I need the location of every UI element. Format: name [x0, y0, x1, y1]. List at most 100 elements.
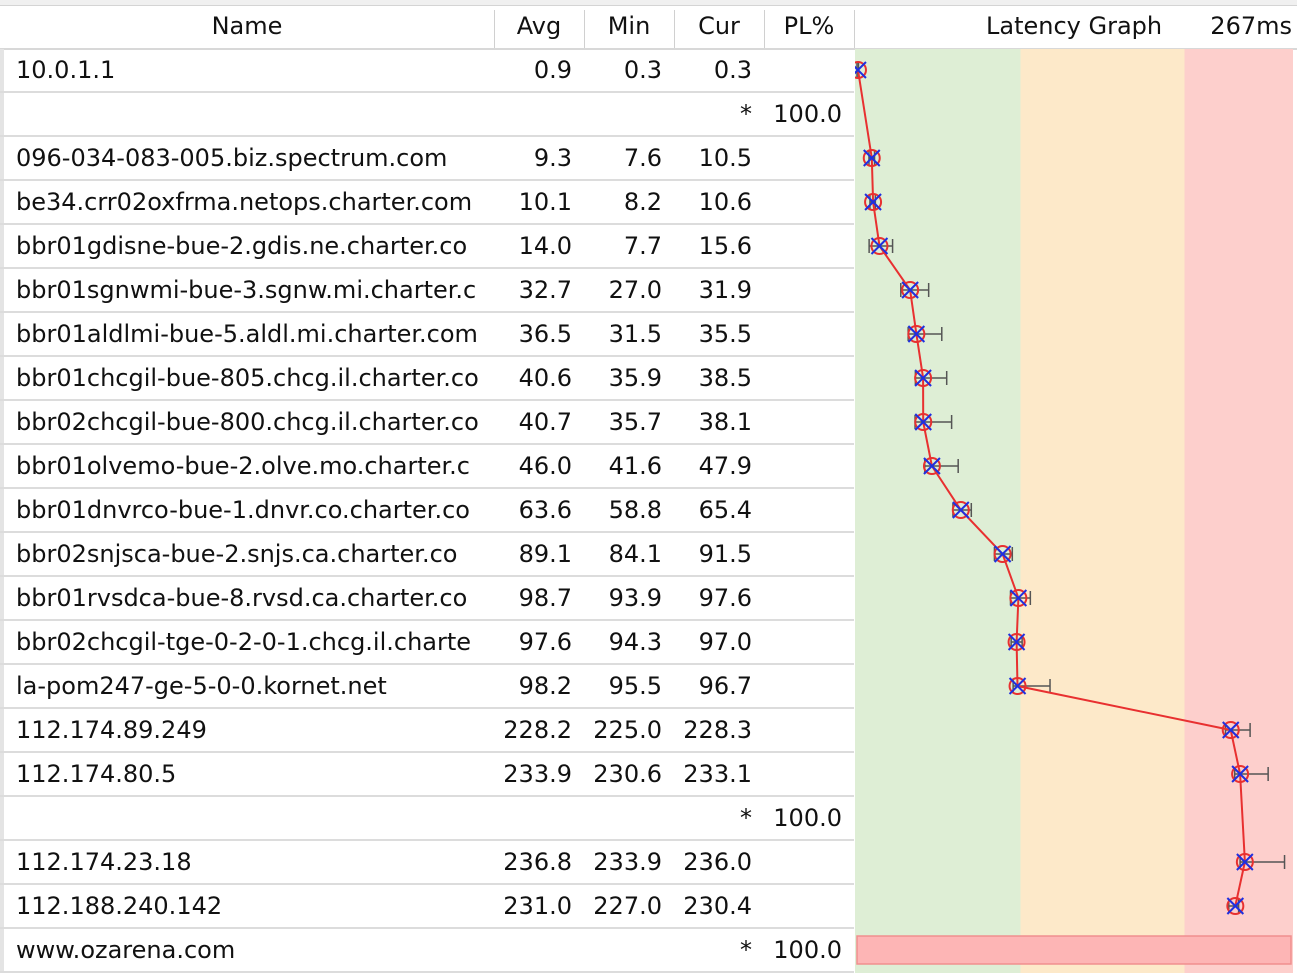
- hop-min: 233.9: [584, 841, 662, 883]
- hop-row[interactable]: bbr02chcgil-bue-800.chcg.il.charter.co 40…: [0, 401, 854, 445]
- hop-row[interactable]: www.ozarena.com * 100.0: [0, 929, 854, 973]
- hop-row[interactable]: * 100.0: [0, 93, 854, 137]
- hop-row[interactable]: bbr01aldlmi-bue-5.aldl.mi.charter.com 36.…: [0, 313, 854, 357]
- hop-row[interactable]: 112.174.80.5 233.9 230.6 233.1: [0, 753, 854, 797]
- hop-loss: [764, 137, 842, 179]
- hop-name: bbr01rvsdca-bue-8.rvsd.ca.charter.co: [16, 577, 486, 619]
- hop-avg: 9.3: [494, 137, 572, 179]
- hop-avg: 46.0: [494, 445, 572, 487]
- hop-cur: 228.3: [674, 709, 752, 751]
- hop-cur: *: [674, 929, 752, 971]
- hop-name: [16, 797, 486, 839]
- hop-min: 35.9: [584, 357, 662, 399]
- hop-cur: 97.0: [674, 621, 752, 663]
- hop-min: 7.7: [584, 225, 662, 267]
- header-latency-graph[interactable]: Latency Graph: [986, 6, 1166, 48]
- hop-min: 0.3: [584, 49, 662, 91]
- hop-cur: 96.7: [674, 665, 752, 707]
- hop-loss: 100.0: [764, 929, 842, 971]
- hop-min: 31.5: [584, 313, 662, 355]
- hop-loss: 100.0: [764, 93, 842, 135]
- hop-name: bbr01olvemo-bue-2.olve.mo.charter.c: [16, 445, 486, 487]
- hop-name: www.ozarena.com: [16, 929, 486, 971]
- hop-cur: 91.5: [674, 533, 752, 575]
- column-header: Name Avg Min Cur PL% Latency Graph 267ms: [0, 6, 1297, 50]
- hop-min: 7.6: [584, 137, 662, 179]
- hop-row[interactable]: bbr01rvsdca-bue-8.rvsd.ca.charter.co 98.7…: [0, 577, 854, 621]
- hop-name: bbr01aldlmi-bue-5.aldl.mi.charter.com: [16, 313, 486, 355]
- hop-cur: 97.6: [674, 577, 752, 619]
- header-scale: 267ms: [1200, 6, 1292, 48]
- hop-table: 10.0.1.1 0.9 0.3 0.3 * 100.0 096-034-083-005.b…: [0, 49, 854, 973]
- hop-name: 112.174.23.18: [16, 841, 486, 883]
- hop-min: 94.3: [584, 621, 662, 663]
- hop-avg: 98.7: [494, 577, 572, 619]
- hop-row[interactable]: * 100.0: [0, 797, 854, 841]
- hop-row[interactable]: 096-034-083-005.biz.spectrum.com 9.3 7.6 10…: [0, 137, 854, 181]
- hop-row[interactable]: 112.174.89.249 228.2 225.0 228.3: [0, 709, 854, 753]
- hop-avg: 40.7: [494, 401, 572, 443]
- hop-name: bbr01chcgil-bue-805.chcg.il.charter.co: [16, 357, 486, 399]
- hop-row[interactable]: bbr01chcgil-bue-805.chcg.il.charter.co 40…: [0, 357, 854, 401]
- hop-row[interactable]: be34.crr02oxfrma.netops.charter.com 10.1 8…: [0, 181, 854, 225]
- hop-avg: 228.2: [494, 709, 572, 751]
- hop-min: 230.6: [584, 753, 662, 795]
- hop-avg: 32.7: [494, 269, 572, 311]
- hop-row[interactable]: 112.188.240.142 231.0 227.0 230.4: [0, 885, 854, 929]
- hop-cur: 236.0: [674, 841, 752, 883]
- hop-loss: [764, 225, 842, 267]
- hop-row[interactable]: bbr01sgnwmi-bue-3.sgnw.mi.charter.c 32.7 2…: [0, 269, 854, 313]
- hop-name: bbr02chcgil-bue-800.chcg.il.charter.co: [16, 401, 486, 443]
- hop-row[interactable]: 10.0.1.1 0.9 0.3 0.3: [0, 49, 854, 93]
- hop-min: [584, 929, 662, 971]
- hop-row[interactable]: 112.174.23.18 236.8 233.9 236.0: [0, 841, 854, 885]
- hop-avg: 10.1: [494, 181, 572, 223]
- hop-avg: [494, 797, 572, 839]
- hop-min: 93.9: [584, 577, 662, 619]
- hop-min: 58.8: [584, 489, 662, 531]
- header-cur[interactable]: Cur: [675, 6, 763, 48]
- hop-name: 10.0.1.1: [16, 49, 486, 91]
- hop-cur: 65.4: [674, 489, 752, 531]
- hop-min: [584, 797, 662, 839]
- latency-graph: [855, 49, 1293, 973]
- hop-row[interactable]: la-pom247-ge-5-0-0.kornet.net 98.2 95.5 96.…: [0, 665, 854, 709]
- hop-loss: [764, 533, 842, 575]
- hop-loss: [764, 489, 842, 531]
- hop-avg: 98.2: [494, 665, 572, 707]
- hop-name: 112.188.240.142: [16, 885, 486, 927]
- hop-row[interactable]: bbr01olvemo-bue-2.olve.mo.charter.c 46.0 4…: [0, 445, 854, 489]
- hop-row[interactable]: bbr02chcgil-tge-0-2-0-1.chcg.il.charte 97…: [0, 621, 854, 665]
- hop-row[interactable]: bbr01dnvrco-bue-1.dnvr.co.charter.co 63.6…: [0, 489, 854, 533]
- hop-loss: [764, 445, 842, 487]
- hop-loss: [764, 753, 842, 795]
- hop-name: bbr02chcgil-tge-0-2-0-1.chcg.il.charte: [16, 621, 486, 663]
- hop-cur: 233.1: [674, 753, 752, 795]
- hop-loss: [764, 885, 842, 927]
- hop-row[interactable]: bbr02snjsca-bue-2.snjs.ca.charter.co 89.1…: [0, 533, 854, 577]
- hop-avg: 36.5: [494, 313, 572, 355]
- hop-name: 096-034-083-005.biz.spectrum.com: [16, 137, 486, 179]
- column-divider[interactable]: [854, 10, 855, 48]
- header-name[interactable]: Name: [0, 6, 494, 48]
- hop-min: 95.5: [584, 665, 662, 707]
- hop-cur: 38.5: [674, 357, 752, 399]
- header-min[interactable]: Min: [585, 6, 673, 48]
- hop-name: bbr01gdisne-bue-2.gdis.ne.charter.co: [16, 225, 486, 267]
- header-pl[interactable]: PL%: [765, 6, 853, 48]
- hop-cur: 15.6: [674, 225, 752, 267]
- hop-cur: *: [674, 797, 752, 839]
- hop-loss: [764, 709, 842, 751]
- hop-name: be34.crr02oxfrma.netops.charter.com: [16, 181, 486, 223]
- hop-loss: [764, 665, 842, 707]
- hop-cur: 10.6: [674, 181, 752, 223]
- header-avg[interactable]: Avg: [495, 6, 583, 48]
- hop-avg: 14.0: [494, 225, 572, 267]
- hop-cur: 38.1: [674, 401, 752, 443]
- hop-loss: [764, 313, 842, 355]
- zone-bad: [1185, 49, 1294, 973]
- hop-row[interactable]: bbr01gdisne-bue-2.gdis.ne.charter.co 14.0…: [0, 225, 854, 269]
- zone-warn: [1021, 49, 1185, 973]
- hop-avg: 63.6: [494, 489, 572, 531]
- hop-name: 112.174.89.249: [16, 709, 486, 751]
